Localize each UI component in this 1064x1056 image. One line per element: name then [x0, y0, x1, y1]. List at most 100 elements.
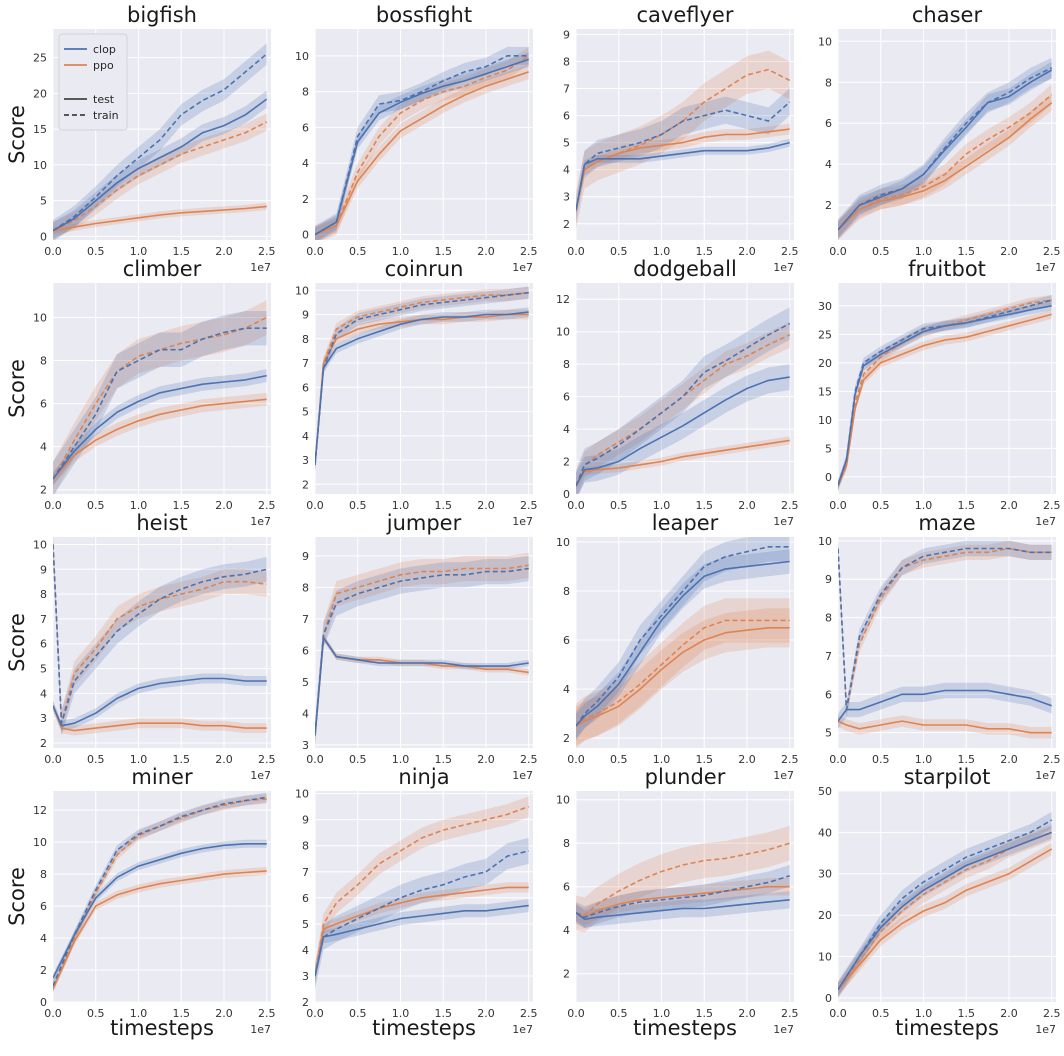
y-tick-label: 6: [563, 110, 570, 123]
series-layer: [838, 57, 1053, 240]
plot-background: [576, 29, 794, 240]
x-tick-label: 2.5: [1043, 753, 1061, 766]
x-tick-label: 2.5: [520, 499, 538, 512]
subplot-chaser: 0.0 0.5 1.0 1.5 2.0 2.5 2 4 6 8 10 1e7 chaser: [818, 3, 1060, 274]
band-ppo-train: [838, 540, 1052, 718]
legend-label-clop: clop: [93, 43, 116, 56]
series-layer: [576, 307, 791, 494]
y-tick-label: 2: [302, 478, 309, 491]
line-ppo-test: [576, 627, 790, 727]
y-tick-label: 10: [33, 538, 47, 551]
y-tick-label: 9: [302, 309, 309, 322]
x-tick-label: 2.5: [520, 1007, 538, 1020]
x-tick-label: 2.0: [215, 499, 233, 512]
y-tick-label: 7: [825, 650, 832, 663]
y-tick-label: 8: [563, 358, 570, 371]
legend-box: [58, 33, 128, 131]
band-ppo-train: [53, 537, 267, 736]
y-tick-label: 9: [302, 814, 309, 827]
x-tick-label: 2.0: [477, 245, 495, 258]
x-tick-label: 2.5: [781, 245, 799, 258]
subplot-title: maze: [918, 511, 975, 535]
x-tick-label: 2.0: [738, 499, 756, 512]
line-ppo-test: [576, 439, 790, 487]
plot-background: [315, 29, 533, 240]
panel-grid: 0.0 0.5 1.0 1.5 2.0 2.505101520251e7bigfishSc…: [5, 3, 1060, 1040]
y-tick-label: 6: [563, 881, 570, 894]
subplot-bigfish: 0.0 0.5 1.0 1.5 2.0 2.5 0 5 10 15 20 25 1e7 bigfish Sc…: [5, 3, 275, 274]
y-tick-label: 6: [825, 688, 832, 701]
x-tick-label: 2.5: [520, 245, 538, 258]
band-clop-train: [315, 555, 529, 748]
y-tick-label: 10: [818, 35, 832, 48]
plot-background: [838, 283, 1056, 494]
plot-background: [576, 791, 794, 1002]
line-clop-train: [576, 875, 790, 918]
y-tick-label: 10: [295, 284, 309, 297]
x-tick-label: 1.0: [653, 1007, 671, 1020]
line-ppo-test: [838, 313, 1052, 486]
x-tick-label: 2.0: [1000, 245, 1018, 258]
band-clop-train: [53, 792, 267, 991]
series-layer: [838, 540, 1052, 739]
y-tick-label: 5: [302, 676, 309, 689]
y-tick-label: 6: [302, 644, 309, 657]
y-tick-label: 0: [302, 229, 309, 242]
band-clop-train: [53, 311, 267, 494]
y-tick-label: 4: [302, 430, 309, 443]
y-tick-label: 2: [563, 732, 570, 745]
x-tick-label: 1.0: [915, 753, 933, 766]
x-tick-label: 1.5: [434, 753, 452, 766]
y-tick-label: 20: [818, 357, 832, 370]
x-offset-text: 1e7: [773, 261, 794, 274]
line-ppo-train: [576, 619, 790, 727]
y-tick-label: 20: [818, 909, 832, 922]
band-clop-test: [576, 138, 790, 215]
x-tick-label: 0.5: [872, 245, 890, 258]
x-tick-label: 2.5: [520, 753, 538, 766]
subplot-title: miner: [131, 765, 193, 789]
x-offset-text: 1e7: [250, 261, 271, 274]
x-tick-label: 2.0: [1000, 753, 1018, 766]
y-tick-label: 0: [825, 471, 832, 484]
y-tick-label: 7: [302, 357, 309, 370]
plot-background: [838, 537, 1056, 748]
y-tick-label: 6: [563, 634, 570, 647]
x-tick-label: 1.0: [392, 753, 410, 766]
subplot-title: plunder: [645, 765, 726, 789]
plot-background: [576, 283, 794, 494]
line-ppo-train: [53, 121, 268, 232]
series-layer: [576, 537, 790, 748]
line-clop-test: [315, 58, 529, 236]
subplot-starpilot: 0.0 0.5 1.0 1.5 2.0 2.5 0 10 20 30 40 50 1e7 starpilo…: [818, 765, 1060, 1040]
line-ppo-train: [838, 93, 1053, 231]
line-clop-test: [53, 677, 267, 727]
y-tick-label: 30: [818, 868, 832, 881]
subplot-maze: 0.0 0.5 1.0 1.5 2.0 2.5 5 6 7 8 9 10 1e7 maze: [818, 511, 1060, 782]
x-tick-label: 0.0: [44, 245, 62, 258]
y-tick-label: 4: [40, 441, 47, 454]
line-ppo-test: [315, 71, 529, 236]
y-tick-label: 7: [563, 83, 570, 96]
line-clop-train: [576, 322, 791, 487]
y-tick-label: 8: [40, 588, 47, 601]
x-offset-text: 1e7: [773, 769, 794, 782]
line-ppo-train: [315, 564, 529, 736]
series-layer: [53, 43, 268, 240]
x-tick-label: 2.5: [258, 1007, 276, 1020]
x-tick-label: 2.0: [215, 1007, 233, 1020]
band-ppo-train: [576, 322, 790, 494]
x-tick-label: 0.0: [44, 1007, 62, 1020]
subplot-title: ninja: [398, 765, 449, 789]
line-ppo-test: [315, 313, 529, 465]
x-tick-label: 2.5: [781, 753, 799, 766]
y-tick-label: 25: [33, 52, 47, 65]
x-tick-label: 2.0: [738, 245, 756, 258]
y-tick-label: 3: [40, 712, 47, 725]
line-clop-train: [838, 819, 1053, 991]
series-layer: [315, 286, 529, 471]
subplot-leaper: 0.0 0.5 1.0 1.5 2.0 2.5 2 4 6 8 10 1e7 leaper: [556, 511, 798, 782]
line-clop-test: [53, 843, 267, 979]
x-tick-label: 2.0: [738, 753, 756, 766]
band-ppo-test: [838, 94, 1052, 238]
